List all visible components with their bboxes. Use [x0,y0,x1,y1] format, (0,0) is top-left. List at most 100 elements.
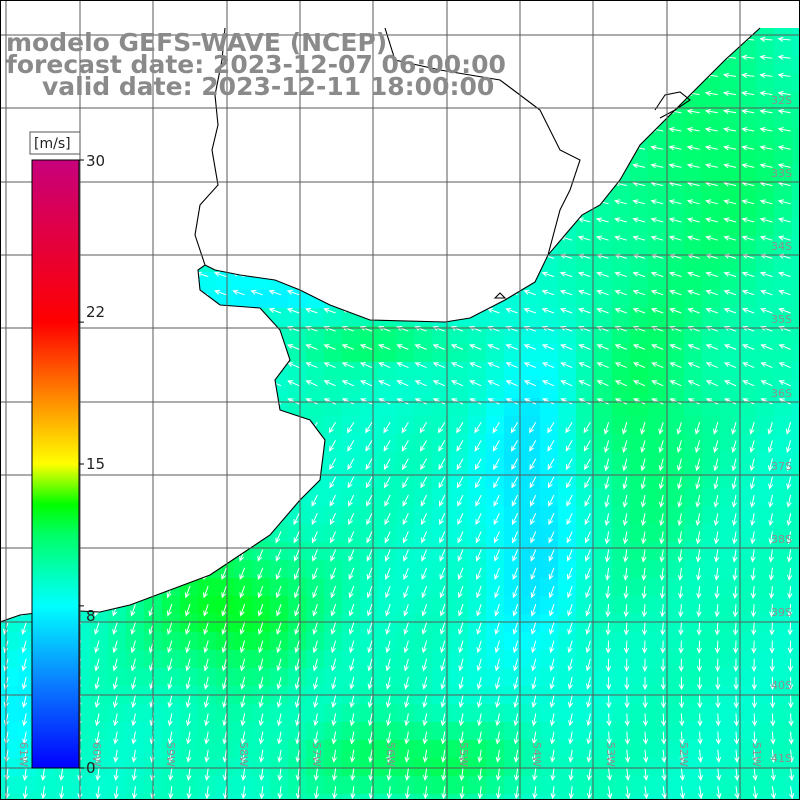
wind-speed-cell [504,614,523,633]
wind-arrow [487,344,500,350]
wind-arrow [13,90,27,97]
wind-arrow [359,217,373,223]
wind-speed-cell [252,200,271,219]
wind-arrow [404,767,410,782]
wind-speed-cell [360,434,379,453]
wind-arrow [477,767,483,782]
wind-arrow [577,54,591,60]
wind-arrow [565,421,573,434]
wind-arrow [759,127,773,133]
wind-arrow [159,326,172,332]
wind-speed-cell [252,380,271,399]
wind-arrow [422,749,429,763]
wind-arrow [704,90,718,97]
wind-speed-cell [522,38,541,57]
wind-speed-cell [342,650,361,669]
wind-arrow [20,531,27,544]
wind-speed-cell [252,344,271,363]
wind-arrow [313,695,319,709]
wind-speed-cell [774,218,793,237]
wind-arrow [541,380,555,387]
wind-arrow [86,217,100,223]
wind-speed-cell [108,578,127,597]
wind-arrow [304,163,318,169]
wind-speed-cell [774,650,793,669]
wind-speed-cell [576,758,595,777]
longitude-label: 51W [750,742,763,767]
wind-arrow [486,217,500,223]
small-lagoon [493,292,507,299]
wind-speed-cell [252,596,271,615]
wind-arrow [613,145,627,151]
wind-speed-cell [576,164,595,183]
wind-speed-cell [396,596,415,615]
wind-arrow [158,145,172,151]
wind-arrow [622,422,628,435]
wind-arrow [732,549,738,563]
wind-arrow [184,585,191,599]
wind-speed-cell [162,254,181,273]
wind-arrow [250,199,263,205]
wind-speed-cell [270,632,289,651]
wind-arrow [403,567,409,581]
wind-arrow [777,163,791,169]
wind-speed-cell [90,740,109,759]
wind-speed-cell [306,272,325,291]
wind-speed-cell [198,416,217,435]
wind-arrow [440,676,446,690]
wind-speed-cell [216,488,235,507]
wind-arrow [475,549,482,562]
wind-arrow [787,567,793,581]
wind-arrow [86,235,100,241]
wind-arrow [623,549,629,563]
wind-speed-cell [648,110,667,129]
wind-arrow [625,767,631,782]
wind-speed-cell [0,434,19,453]
wind-arrow [668,163,682,169]
wind-arrow [413,145,427,151]
wind-arrow [323,307,336,314]
wind-speed-cell [504,758,523,777]
wind-speed-cell [522,614,541,633]
wind-speed-cell [504,362,523,381]
wind-speed-cell [396,200,415,219]
wind-speed-cell [594,650,613,669]
wind-speed-cell [648,164,667,183]
wind-speed-cell [450,668,469,687]
wind-speed-cell [756,92,775,111]
wind-speed-cell [216,236,235,255]
wind-arrow [414,344,427,350]
wind-arrow [541,307,555,314]
wind-arrow [384,531,391,544]
wind-arrow [759,54,773,60]
wind-speed-cell [648,794,667,800]
wind-arrow [294,640,300,654]
wind-arrow [404,786,411,800]
longitude-label: 60W [90,742,103,767]
wind-arrow [329,440,337,452]
wind-speed-cell [792,506,800,525]
wind-speed-cell [486,218,505,237]
wind-speed-cell [90,344,109,363]
wind-speed-cell [594,722,613,741]
wind-speed-cell [648,74,667,93]
wind-arrow [322,108,336,115]
wind-arrow [414,289,427,296]
wind-speed-cell [702,506,721,525]
wind-speed-cell [504,776,523,795]
wind-arrow [513,749,520,763]
wind-speed-cell [684,218,703,237]
wind-arrow [530,494,537,507]
wind-arrow [504,163,518,169]
wind-speed-cell [252,632,271,651]
wind-arrow [750,494,756,508]
longitude-label: 57W [310,742,323,767]
wind-speed-cell [270,236,289,255]
wind-speed-cell [468,344,487,363]
wind-arrow [293,512,300,526]
wind-arrow [305,362,318,369]
wind-arrow [86,271,100,278]
wind-speed-cell [792,38,800,57]
wind-arrow [596,344,609,350]
wind-speed-cell [360,650,379,669]
